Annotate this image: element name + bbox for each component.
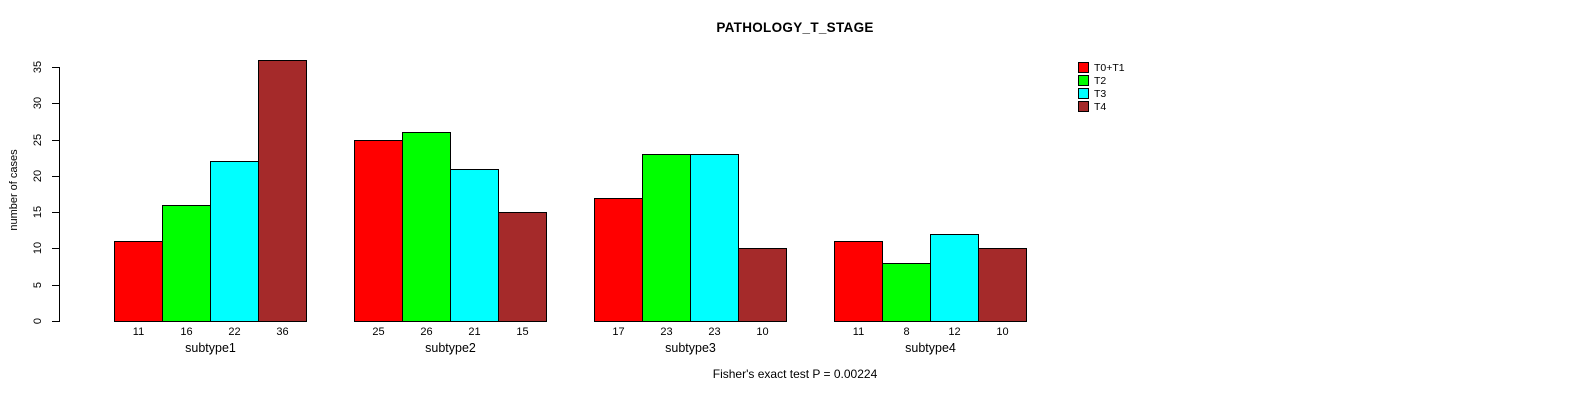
y-axis-tick-label: 25 — [32, 133, 44, 146]
bar-value-label: 10 — [756, 326, 769, 338]
bar-value-label: 16 — [180, 326, 193, 338]
y-axis-tick — [52, 103, 59, 105]
legend-swatch-icon — [1078, 75, 1089, 86]
bar-value-label: 22 — [228, 326, 241, 338]
y-axis-tick — [52, 67, 59, 68]
y-axis-tick-label: 5 — [32, 281, 44, 288]
bar-value-label: 26 — [420, 326, 433, 338]
legend-swatch-icon — [1078, 101, 1089, 112]
legend-swatch-icon — [1078, 88, 1089, 99]
bar-value-label: 15 — [516, 326, 529, 338]
legend-label: T3 — [1094, 87, 1107, 100]
bar-subtype1-T0+T1 — [114, 241, 163, 322]
bar-value-label: 10 — [996, 326, 1009, 338]
legend-item-T2: T2 — [1078, 74, 1125, 87]
category-label-subtype2: subtype2 — [425, 341, 476, 355]
bar-subtype4-T2 — [882, 262, 931, 322]
legend: T0+T1 T2 T3 T4 — [1078, 61, 1125, 113]
legend-label: T4 — [1094, 100, 1107, 113]
y-axis-tick — [52, 284, 59, 286]
y-axis-label: number of cases — [8, 149, 20, 231]
category-label-subtype3: subtype3 — [665, 341, 716, 355]
y-axis-tick-label: 35 — [32, 60, 44, 74]
y-axis-tick — [52, 212, 59, 214]
bar-value-label: 23 — [660, 326, 673, 338]
bar-value-label: 21 — [468, 326, 481, 338]
legend-swatch-icon — [1078, 62, 1089, 73]
bar-subtype4-T3 — [930, 233, 979, 322]
bar-subtype3-T4 — [738, 248, 787, 322]
legend-item-T4: T4 — [1078, 100, 1125, 113]
y-axis-tick-label: 0 — [32, 317, 44, 325]
bar-subtype2-T0+T1 — [354, 139, 403, 322]
y-axis-tick — [52, 175, 59, 177]
bar-subtype2-T4 — [498, 212, 547, 322]
y-axis-tick — [52, 139, 59, 141]
bar-subtype1-T2 — [162, 204, 211, 322]
chart-title: PATHOLOGY_T_STAGE — [716, 20, 874, 35]
bar-subtype2-T3 — [450, 168, 499, 322]
y-axis-line — [59, 67, 60, 322]
bar-value-label: 11 — [852, 326, 865, 338]
y-axis-tick-label: 10 — [32, 242, 44, 255]
bar-subtype1-T3 — [210, 161, 259, 322]
category-label-subtype4: subtype4 — [905, 341, 956, 355]
legend-item-T0+T1: T0+T1 — [1078, 61, 1125, 74]
y-axis-tick-label: 30 — [32, 97, 44, 110]
bar-value-label: 36 — [276, 326, 289, 338]
legend-label: T2 — [1094, 74, 1107, 87]
bar-subtype3-T0+T1 — [594, 197, 643, 322]
y-axis-tick-label: 15 — [32, 206, 44, 219]
bar-subtype4-T4 — [978, 248, 1027, 322]
category-label-subtype1: subtype1 — [185, 341, 236, 355]
bar-value-label: 23 — [708, 326, 721, 338]
bar-subtype3-T2 — [642, 154, 691, 322]
bar-subtype3-T3 — [690, 154, 739, 322]
bar-value-label: 25 — [372, 326, 385, 338]
bar-value-label: 11 — [132, 326, 145, 338]
y-axis-tick — [52, 248, 59, 250]
bar-value-label: 12 — [948, 326, 961, 338]
bar-subtype1-T4 — [258, 59, 307, 322]
bar-subtype4-T0+T1 — [834, 241, 883, 322]
annotation-text: Fisher's exact test P = 0.00224 — [712, 367, 878, 381]
legend-item-T3: T3 — [1078, 87, 1125, 100]
y-axis-tick — [52, 321, 59, 322]
bar-subtype2-T2 — [402, 132, 451, 322]
bar-value-label: 17 — [612, 326, 625, 338]
legend-label: T0+T1 — [1094, 61, 1125, 74]
y-axis-tick-label: 20 — [32, 169, 44, 182]
bar-value-label: 8 — [903, 326, 910, 338]
